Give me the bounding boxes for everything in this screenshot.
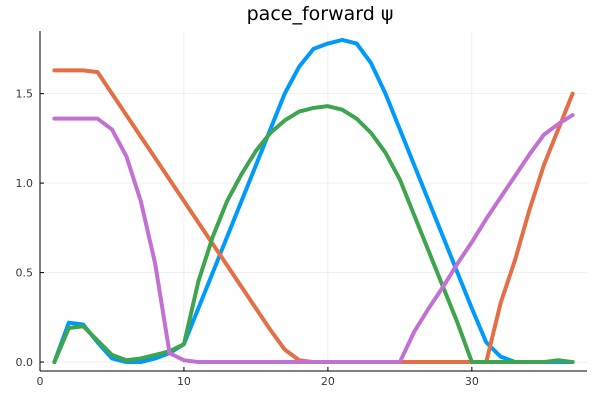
y-tick-label-3: 1.5 <box>16 88 34 101</box>
series-line-1 <box>52 37 575 365</box>
axes <box>39 31 587 372</box>
series-lines <box>52 37 575 365</box>
chart-title: pace_forward ψ <box>247 3 394 25</box>
series-line-4 <box>52 113 575 365</box>
y-tick-label-1: 0.5 <box>16 267 34 280</box>
x-tick-label-0: 0 <box>37 375 44 388</box>
tick-labels: 0 10 20 30 0.0 0.5 1.0 1.5 <box>16 88 479 388</box>
grid <box>39 31 587 371</box>
x-tick-label-2: 20 <box>321 375 335 388</box>
y-tick-label-2: 1.0 <box>16 177 34 190</box>
series-line-2 <box>52 68 575 365</box>
series-line-3 <box>52 104 575 365</box>
x-tick-label-3: 30 <box>465 375 479 388</box>
y-tick-label-0: 0.0 <box>16 356 34 369</box>
x-tick-label-1: 10 <box>177 375 191 388</box>
